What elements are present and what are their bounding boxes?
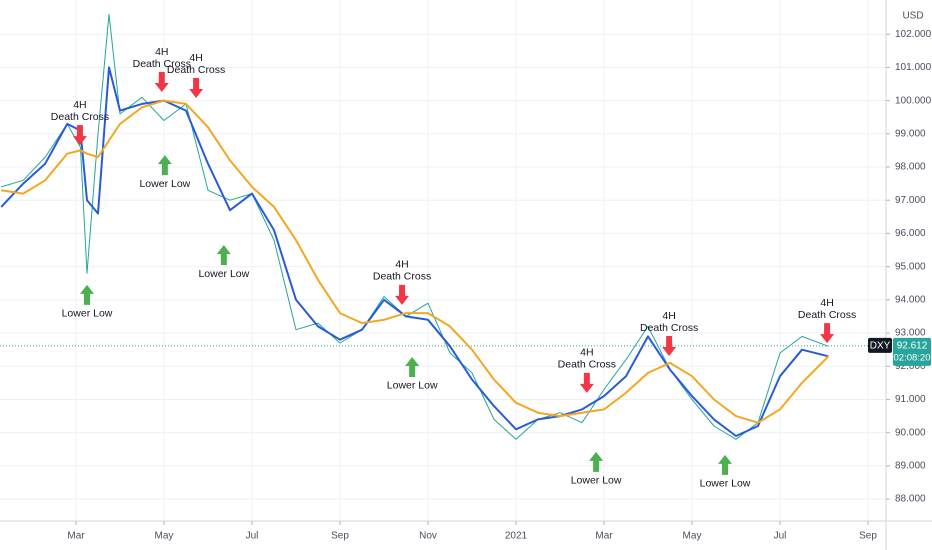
annotation-label: 4H [580,347,593,359]
annotation-arrow [72,125,87,146]
x-tick-label: May [155,531,174,542]
annotation-label: Death Cross [373,271,431,283]
x-tick-label: Nov [419,531,437,542]
y-tick-label: 96.000 [895,228,926,239]
annotation-arrow [216,245,231,266]
y-tick-label: 94.000 [895,294,926,305]
y-tick-label: 90.000 [895,427,926,438]
annotation-label: Death Cross [51,111,109,123]
annotation-arrow [662,336,677,357]
annotation-label: Lower Low [700,478,751,490]
y-tick-label: 91.000 [895,394,926,405]
annotation-label: Lower Low [571,475,622,487]
y-tick-label: 95.000 [895,261,926,272]
price-label: 92.612 [897,341,928,352]
y-tick-label: 92.000 [895,361,926,372]
symbol-tag [868,337,892,353]
annotation-arrow [395,284,410,305]
annotation-label: Death Cross [558,359,616,371]
symbol-label: DXY [870,341,891,352]
currency-label: USD [902,11,923,22]
x-tick-label: Mar [595,531,613,542]
annotation-label: 4H [820,297,833,309]
annotation-arrow [79,284,94,305]
y-tick-label: 102.000 [895,29,932,40]
annotation-label: 4H [73,99,86,111]
y-tick-label: 89.000 [895,461,926,472]
price-tag [893,337,931,366]
annotation-arrow [405,356,420,377]
annotation-arrow [154,72,169,93]
annotation-label: Death Cross [167,64,225,76]
series-line [1,99,830,424]
y-tick-label: 101.000 [895,62,932,73]
x-tick-label: Sep [859,531,877,542]
annotation-label: Lower Low [198,268,249,280]
annotation-label: 4H [662,310,675,322]
x-tick-label: Jul [246,531,259,542]
annotation-arrow [157,155,172,176]
annotation-label: Lower Low [139,178,190,190]
annotation-label: Death Cross [133,58,191,70]
annotation-label: Lower Low [62,308,113,320]
y-tick-label: 93.000 [895,328,926,339]
y-tick-label: 100.000 [895,95,932,106]
annotation-arrow [589,451,604,472]
y-tick-label: 98.000 [895,162,926,173]
y-tick-label: 97.000 [895,195,926,206]
x-tick-label: Jul [774,531,787,542]
annotation-label: Lower Low [387,380,438,392]
countdown-label: 02:08:20 [894,352,931,363]
x-tick-label: Mar [67,531,85,542]
annotation-arrow [718,454,733,475]
x-tick-label: 2021 [505,531,528,542]
series-line [0,66,829,437]
annotation-label: 4H [155,46,168,58]
y-tick-label: 88.000 [895,494,926,505]
x-tick-label: Sep [331,531,349,542]
annotation-label: Death Cross [798,309,856,321]
x-tick-label: May [683,531,702,542]
annotation-arrow [820,323,835,344]
annotation-arrow [189,78,204,99]
y-tick-label: 99.000 [895,128,926,139]
annotation-label: 4H [189,52,202,64]
annotation-label: Death Cross [640,322,698,334]
annotation-arrow [579,372,594,393]
annotation-label: 4H [395,259,408,271]
